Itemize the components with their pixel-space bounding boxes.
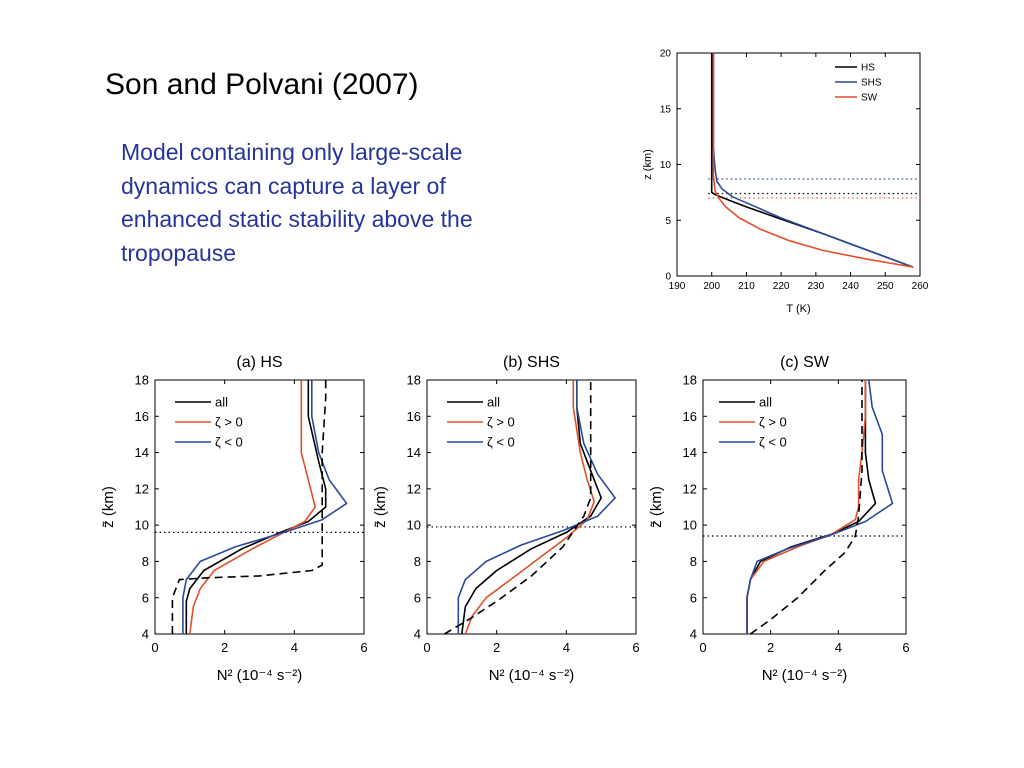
y-tick-label: 10 xyxy=(660,160,672,171)
y-axis-label: z (km) xyxy=(642,149,654,180)
x-tick-label: 220 xyxy=(773,281,790,292)
y-tick-label: 12 xyxy=(135,481,149,496)
x-tick-label: 6 xyxy=(632,640,639,655)
y-tick-label: 10 xyxy=(407,518,421,533)
chart-title: (a) HS xyxy=(236,354,282,371)
y-tick-label: 16 xyxy=(683,409,697,424)
x-axis-label: T (K) xyxy=(786,303,810,315)
y-tick-label: 14 xyxy=(683,445,697,460)
y-tick-label: 15 xyxy=(660,104,672,115)
x-tick-label: 4 xyxy=(835,640,842,655)
y-tick-label: 6 xyxy=(690,590,697,605)
x-tick-label: 4 xyxy=(563,640,570,655)
x-tick-label: 260 xyxy=(912,281,929,292)
y-tick-label: 8 xyxy=(142,554,149,569)
series-line--0 xyxy=(182,380,348,634)
series-line-dashed xyxy=(749,380,863,635)
y-tick-label: 10 xyxy=(135,518,149,533)
y-tick-label: 0 xyxy=(665,272,671,283)
x-axis-label: N² (10⁻⁴ s⁻²) xyxy=(762,667,848,684)
legend-label: SHS xyxy=(861,78,882,89)
series-line-dashed xyxy=(171,380,327,634)
y-tick-label: 14 xyxy=(135,445,149,460)
y-tick-label: 8 xyxy=(414,554,421,569)
plot-frame xyxy=(154,379,365,635)
legend-label: ζ < 0 xyxy=(215,435,243,450)
x-tick-label: 2 xyxy=(767,640,774,655)
y-tick-label: 18 xyxy=(683,373,697,388)
x-tick-label: 230 xyxy=(808,281,825,292)
x-tick-label: 6 xyxy=(902,640,909,655)
y-tick-label: 10 xyxy=(683,518,697,533)
y-tick-label: 4 xyxy=(142,627,149,642)
chart-title: (b) SHS xyxy=(503,354,560,371)
y-tick-label: 4 xyxy=(690,627,697,642)
x-tick-label: 2 xyxy=(221,640,228,655)
plot-frame xyxy=(702,379,907,635)
y-axis-label: z̃ (km) xyxy=(372,486,389,528)
series-line-dashed xyxy=(443,380,592,635)
series-line--0 xyxy=(464,380,595,635)
series-line-shs xyxy=(712,53,914,268)
y-tick-label: 12 xyxy=(683,481,697,496)
series-line-hs xyxy=(710,53,914,268)
y-tick-label: 6 xyxy=(142,590,149,605)
y-tick-label: 4 xyxy=(414,627,421,642)
y-tick-label: 12 xyxy=(407,481,421,496)
x-tick-label: 0 xyxy=(699,640,706,655)
y-tick-label: 18 xyxy=(135,373,149,388)
legend-label: all xyxy=(759,395,772,410)
x-tick-label: 190 xyxy=(669,281,686,292)
series-line-all xyxy=(461,380,602,635)
y-tick-label: 18 xyxy=(407,373,421,388)
chart-title: (c) SW xyxy=(780,354,830,371)
series-line--0 xyxy=(457,380,616,634)
series-line-sw xyxy=(712,53,914,268)
slide-body-text: Model containing only large-scale dynami… xyxy=(121,139,473,266)
legend-label: ζ > 0 xyxy=(215,415,243,430)
x-tick-label: 0 xyxy=(423,640,430,655)
legend-label: SW xyxy=(861,93,878,104)
series-line--0 xyxy=(746,379,894,634)
x-tick-label: 4 xyxy=(291,640,298,655)
x-axis-label: N² (10⁻⁴ s⁻²) xyxy=(489,667,575,684)
x-tick-label: 250 xyxy=(877,281,894,292)
y-tick-label: 14 xyxy=(407,445,421,460)
legend-label: ζ < 0 xyxy=(759,435,787,450)
x-tick-label: 6 xyxy=(360,640,367,655)
legend-label: HS xyxy=(861,63,875,74)
y-tick-label: 5 xyxy=(665,216,671,227)
legend-label: all xyxy=(487,395,500,410)
series-line--0 xyxy=(189,380,316,635)
legend-label: ζ < 0 xyxy=(487,435,515,450)
legend-label: all xyxy=(215,395,228,410)
x-tick-label: 240 xyxy=(842,281,859,292)
y-tick-label: 20 xyxy=(660,49,672,60)
y-tick-label: 16 xyxy=(135,409,149,424)
shs-stability-chart: (b) SHS 0 2 4 6 4 6 8 10 12 14 16 18 N² (10⁻⁴ s⁻²) z̃ … xyxy=(372,354,640,684)
y-axis-label: z̃ (km) xyxy=(100,486,117,528)
x-tick-label: 2 xyxy=(493,640,500,655)
legend-label: ζ > 0 xyxy=(759,415,787,430)
y-axis-label: z̃ (km) xyxy=(648,486,665,528)
hs-stability-chart: (a) HS 0 2 4 6 4 6 8 10 12 14 16 18 N² (10⁻⁴ s⁻²) z̃ (… xyxy=(100,354,368,684)
x-tick-label: 200 xyxy=(703,281,720,292)
sw-stability-chart: (c) SW 0 2 4 6 4 6 8 10 12 14 16 18 N² (10⁻⁴ s⁻²) z̃ (… xyxy=(648,354,910,684)
x-axis-label: N² (10⁻⁴ s⁻²) xyxy=(217,667,303,684)
slide-title: Son and Polvani (2007) xyxy=(105,68,419,101)
y-tick-label: 6 xyxy=(414,590,421,605)
legend-label: ζ > 0 xyxy=(487,415,515,430)
temperature-profile-chart: 190 200 210 220 230 240 250 260 0 5 10 15 20 T (K) z (… xyxy=(642,49,929,316)
y-tick-label: 16 xyxy=(407,409,421,424)
plot-frame xyxy=(426,379,637,635)
x-tick-label: 210 xyxy=(738,281,755,292)
x-tick-label: 0 xyxy=(151,640,158,655)
series-line-all xyxy=(185,380,327,634)
y-tick-label: 8 xyxy=(690,554,697,569)
